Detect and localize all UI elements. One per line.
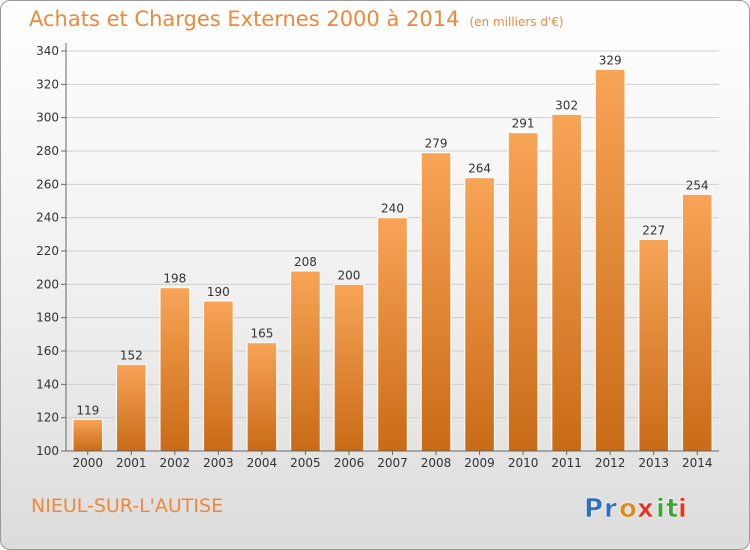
data-label: 190 [207,285,230,299]
bar-2014 [681,193,713,452]
x-tick-label: 2012 [595,456,626,470]
chart-title: Achats et Charges Externes 2000 à 2014 (e… [29,7,564,31]
logo-letter: x [637,494,654,524]
x-tick-label: 2013 [638,456,669,470]
y-tick-label: 200 [36,277,59,291]
y-tick-label: 100 [36,444,59,458]
x-tick-label: 2014 [682,456,713,470]
chart-title-text: Achats et Charges Externes 2000 à 2014 [29,7,460,31]
data-label: 254 [686,178,709,192]
y-tick-label: 240 [36,211,59,225]
data-label: 291 [512,117,535,131]
x-tick-label: 2010 [508,456,539,470]
y-tick-label: 340 [36,44,59,58]
y-tick-label: 220 [36,244,59,258]
bar-2011 [551,113,582,452]
y-tick-label: 280 [36,144,59,158]
data-label: 264 [468,162,491,176]
bar-2006 [333,283,365,452]
x-tick-label: 2003 [203,456,234,470]
y-tick-label: 180 [36,311,59,325]
axis-layer: 100 120 140 160 180 200 220 240 260 280 300 320 340 1… [36,43,719,470]
bar-2002 [159,287,191,452]
logo-letter: t [666,494,678,524]
x-tick-label: 2009 [464,456,495,470]
bar-2007 [377,217,408,452]
data-label: 302 [555,98,578,112]
data-label: 152 [120,348,143,362]
y-tick-label: 260 [36,177,59,191]
y-tick-label: 300 [36,111,59,125]
logo-letter: i [656,494,665,524]
data-label: 240 [381,202,404,216]
data-label: 208 [294,255,317,269]
bar-2005 [290,270,321,452]
x-tick-label: 2007 [377,456,408,470]
y-tick-label: 320 [36,77,59,91]
bar-2000 [72,418,104,452]
logo-letter: o [619,494,637,524]
unit-label: (en milliers d'€) [469,15,564,29]
x-tick-label: 2001 [116,456,147,470]
bar-2008 [420,152,452,452]
logo-letter: i [678,494,687,524]
x-tick-label: 2000 [72,456,103,470]
bar-layer [72,68,713,452]
logo-letter: P [584,494,603,524]
data-label: 279 [425,137,448,151]
bar-2010 [507,132,539,452]
bar-2003 [203,300,234,452]
y-tick-label: 140 [36,377,59,391]
x-tick-label: 2002 [160,456,191,470]
y-tick-label: 160 [36,344,59,358]
x-tick-label: 2005 [290,456,321,470]
logo-letter: r [604,494,617,524]
x-tick-label: 2011 [551,456,582,470]
data-label: 119 [76,403,99,417]
x-tick-label: 2004 [247,456,278,470]
data-label: 198 [163,272,186,286]
data-label: 200 [338,268,361,282]
x-tick-label: 2008 [421,456,452,470]
y-tick-label: 120 [36,411,59,425]
bar-2004 [246,342,278,452]
bar-2009 [464,177,495,452]
bar-2013 [638,238,670,452]
data-label: 329 [599,53,622,67]
x-tick-label: 2006 [334,456,365,470]
city-name: NIEUL-SUR-L'AUTISE [31,495,224,517]
bar-2001 [115,363,147,452]
data-label: 227 [642,223,665,237]
data-label: 165 [250,327,273,341]
bar-2012 [594,68,626,452]
